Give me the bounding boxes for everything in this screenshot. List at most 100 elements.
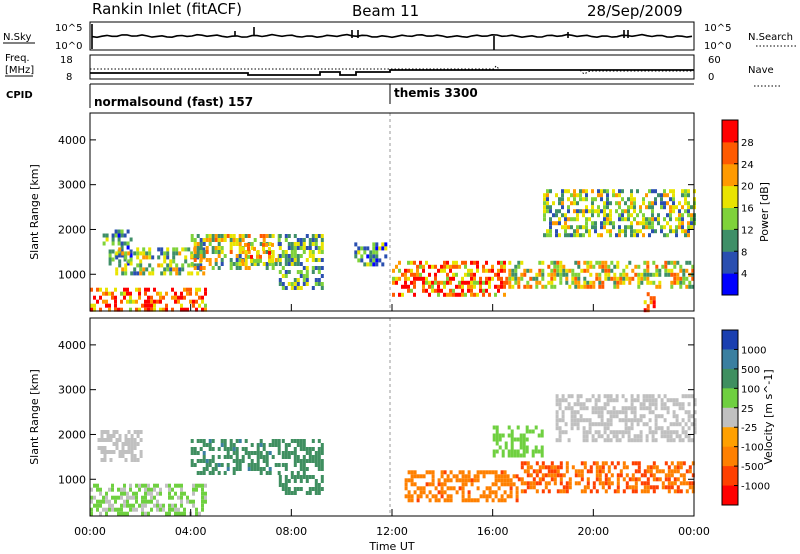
heatmap-cell-8	[679, 284, 683, 289]
heatmap-cell-0	[153, 487, 156, 492]
heatmap-cell-2	[256, 467, 260, 471]
heatmap-cell-3	[190, 234, 194, 238]
heatmap-cell-1	[111, 249, 115, 254]
heatmap-cell-5	[580, 477, 584, 482]
heatmap-cell-0	[180, 491, 183, 496]
heatmap-cell-6	[660, 430, 664, 435]
heatmap-cell-0	[99, 287, 102, 292]
heatmap-cell-0	[123, 487, 126, 492]
heatmap-cell-5	[532, 469, 536, 474]
heatmap-cell-4	[515, 498, 519, 503]
heatmap-cell-2	[127, 251, 131, 256]
heatmap-cell-7	[485, 260, 488, 265]
heatmap-cell-7	[522, 445, 526, 450]
heatmap-cell-8	[553, 284, 557, 289]
heatmap-cell-0	[159, 503, 162, 508]
heatmap-cell-8	[562, 268, 566, 273]
heatmap-cell-0	[153, 299, 156, 304]
heatmap-cell-9	[675, 233, 678, 238]
heatmap-cell-5	[646, 485, 650, 490]
heatmap-cell-6	[693, 422, 697, 427]
heatmap-cell-9	[546, 205, 549, 210]
heatmap-cell-0	[183, 307, 186, 312]
heatmap-cell-1	[117, 233, 121, 238]
heatmap-cell-8	[685, 284, 689, 289]
heatmap-cell-7	[497, 276, 500, 281]
heatmap-cell-0	[135, 499, 138, 504]
heatmap-cell-8	[559, 280, 563, 285]
heatmap-cell-6	[579, 414, 583, 419]
heatmap-cell-1	[100, 458, 104, 462]
heatmap-cell-6	[645, 406, 649, 411]
heatmap-cell-5	[281, 254, 285, 258]
heatmap-cell-6	[630, 422, 634, 427]
heatmap-cell-9	[600, 221, 603, 226]
heatmap-cell-6	[603, 406, 607, 411]
heatmap-cell-3	[284, 463, 288, 467]
heatmap-cell-7	[461, 284, 464, 289]
heatmap-cell-4	[455, 474, 459, 479]
heatmap-cell-0	[150, 299, 153, 304]
heatmap-cell-9	[642, 233, 645, 238]
heatmap-cell-0	[153, 307, 156, 312]
heatmap-cell-0	[102, 499, 105, 504]
heatmap-cell-6	[648, 430, 652, 435]
power-data	[90, 189, 696, 313]
heatmap-cell-9	[690, 213, 693, 218]
heatmap-cell-3	[299, 467, 303, 471]
heatmap-cell-7	[446, 280, 449, 285]
heatmap-cell-8	[574, 284, 578, 289]
heatmap-cell-1	[105, 237, 109, 242]
heatmap-cell-6	[570, 426, 574, 431]
heatmap-cell-1	[111, 233, 115, 238]
heatmap-cell-8	[571, 280, 575, 285]
heatmap-cell-3	[196, 266, 200, 270]
heatmap-cell-9	[678, 225, 681, 230]
heatmap-cell-5	[296, 282, 300, 286]
heatmap-cell-9	[645, 217, 648, 222]
heatmap-cell-8	[571, 276, 575, 281]
heatmap-cell-8	[553, 268, 557, 273]
heatmap-cell-9	[633, 209, 636, 214]
heatmap-cell-9	[570, 201, 573, 206]
heatmap-cell-8	[550, 284, 554, 289]
heatmap-cell-0	[135, 299, 138, 304]
heatmap-cell-8	[691, 272, 695, 277]
heatmap-cell-9	[555, 213, 558, 218]
heatmap-cell-8	[616, 264, 620, 269]
heatmap-cell-2	[265, 471, 269, 475]
heatmap-cell-9	[651, 221, 654, 226]
heatmap-cell-4	[410, 470, 414, 475]
heatmap-cell-3	[287, 479, 291, 483]
heatmap-cell-2	[223, 439, 227, 443]
heatmap-cell-1	[109, 434, 113, 438]
heatmap-cell-9	[657, 221, 660, 226]
heatmap-cell-2	[190, 271, 194, 276]
heatmap-cell-2	[238, 467, 242, 471]
heatmap-cell-0	[192, 499, 195, 504]
heatmap-cell-9	[585, 197, 588, 202]
heatmap-cell-8	[646, 280, 650, 285]
heatmap-cell-5	[284, 254, 288, 258]
heatmap-cell-0	[159, 507, 162, 512]
heatmap-cell-6	[693, 430, 697, 435]
heatmap-cell-6	[639, 406, 643, 411]
heatmap-cell-7	[422, 284, 425, 289]
heatmap-cell-8	[604, 268, 608, 273]
heatmap-cell-5	[314, 238, 318, 242]
heatmap-cell-7	[479, 288, 482, 293]
heatmap-cell-5	[616, 473, 620, 478]
heatmap-cell-5	[643, 473, 647, 478]
heatmap-cell-2	[142, 271, 146, 276]
heatmap-cell-9	[555, 209, 558, 214]
heatmap-cell-6	[606, 398, 610, 403]
heatmap-cell-2	[235, 455, 239, 459]
heatmap-cell-3	[244, 254, 248, 258]
heatmap-cell-9	[573, 197, 576, 202]
heatmap-cell-6	[558, 434, 562, 439]
heatmap-cell-0	[105, 507, 108, 512]
heatmap-cell-8	[637, 284, 641, 289]
heatmap-cell-9	[675, 217, 678, 222]
heatmap-cell-3	[296, 439, 300, 443]
heatmap-cell-0	[93, 303, 96, 308]
